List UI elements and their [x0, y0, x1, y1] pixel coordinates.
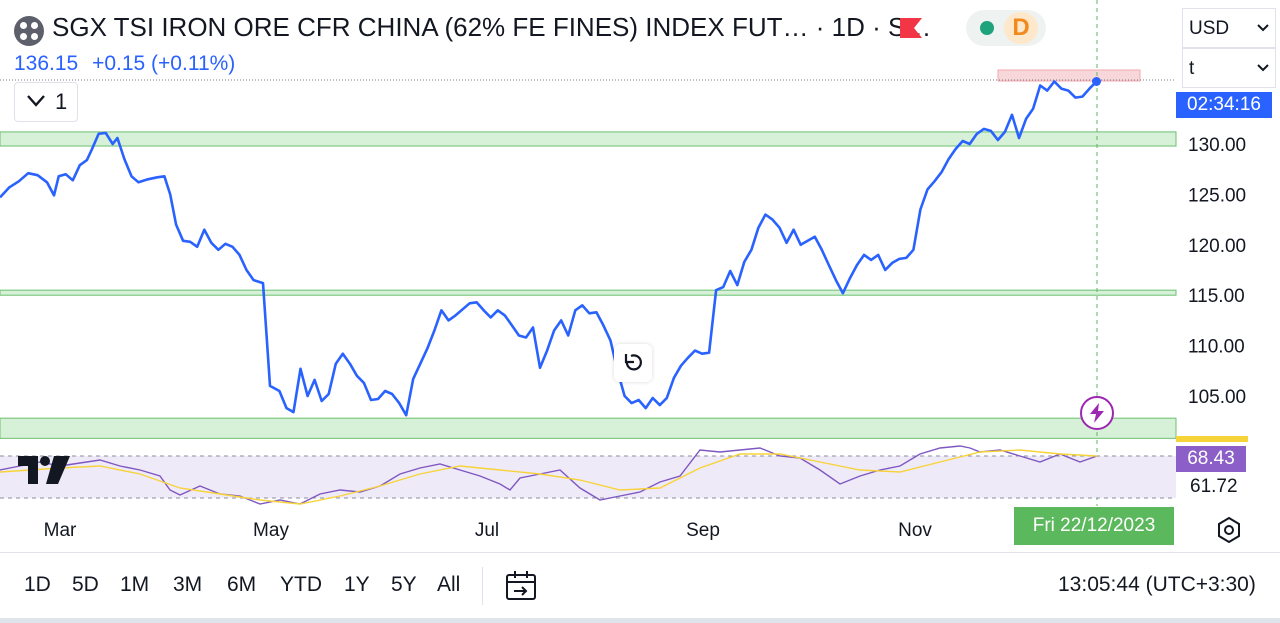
price-zones: [0, 131, 1177, 439]
rsi-ma-line: [0, 449, 1098, 505]
range-button-all[interactable]: All: [437, 573, 461, 596]
settings-icon[interactable]: [1216, 517, 1242, 543]
status-badge: D: [1004, 12, 1038, 44]
last-price: 136.15: [14, 52, 79, 75]
y-tick-label: 105.00: [1188, 387, 1246, 408]
price-line: [0, 80, 1098, 417]
footer-strip: [0, 618, 1280, 623]
market-open-icon: [980, 21, 994, 35]
symbol-logo-icon: [14, 16, 44, 46]
crosshair-date-badge: Fri 22/12/2023: [1014, 507, 1174, 545]
rsi-band: [0, 456, 1176, 498]
y-tick-label: 120.00: [1188, 236, 1246, 257]
lightning-button[interactable]: [1080, 396, 1114, 430]
price-series: [0, 77, 1102, 417]
rsi-value-badge: 68.43: [1176, 446, 1246, 472]
x-tick-label: Jul: [475, 520, 499, 541]
indicators-collapse-button[interactable]: 1: [14, 82, 78, 122]
y-tick-label: 115.00: [1188, 286, 1245, 307]
chevron-down-icon: [1257, 24, 1269, 32]
range-button-3m[interactable]: 3M: [173, 573, 203, 596]
market-status-pill[interactable]: D: [966, 10, 1046, 46]
y-tick-label: 130.00: [1188, 135, 1246, 156]
calendar-icon[interactable]: [504, 569, 538, 603]
support-zone-3: [0, 417, 1177, 439]
range-button-1d[interactable]: 1D: [24, 573, 51, 596]
resistance-zone: [997, 69, 1141, 82]
price-readout: 136.15 +0.15 (+0.11%): [14, 52, 235, 76]
x-tick-label: Sep: [686, 520, 720, 541]
lightning-icon: [1090, 403, 1104, 423]
chevron-down-icon: [1257, 64, 1269, 72]
support-zone-1: [0, 131, 1177, 147]
range-button-1y[interactable]: 1Y: [344, 573, 370, 596]
tradingview-logo-icon[interactable]: [18, 456, 70, 484]
rsi-pane: [0, 436, 1248, 505]
rsi-ma-value: 61.72: [1190, 476, 1238, 497]
indicator-count: 1: [55, 89, 68, 114]
chevron-down-icon: [27, 95, 45, 107]
flag-icon[interactable]: [900, 18, 922, 38]
support-zone-2: [0, 289, 1177, 296]
symbol-title[interactable]: SGX TSI IRON ORE CFR CHINA (62% FE FINES…: [52, 12, 932, 42]
time-axis[interactable]: Mar May Jul Sep Nov: [44, 520, 933, 541]
range-button-6m[interactable]: 6M: [227, 573, 257, 596]
bottom-toolbar: 1D 5D 1M 3M 6M YTD 1Y 5Y All 13:05:44 (UTC+3:30): [0, 552, 1280, 619]
bar-countdown: 02:34:16: [1176, 92, 1272, 118]
session-clock[interactable]: 13:05:44 (UTC+3:30): [1058, 573, 1256, 596]
unit-value: t: [1189, 58, 1195, 79]
reset-chart-button[interactable]: [614, 344, 652, 382]
price-axis[interactable]: 130.00 125.00 120.00 115.00 110.00 105.00: [1188, 135, 1246, 408]
x-tick-label: May: [253, 520, 289, 541]
toolbar-divider: [482, 567, 483, 605]
x-tick-label: Mar: [44, 520, 77, 541]
price-change: +0.15 (+0.11%): [92, 52, 236, 75]
price-chart[interactable]: 130.00 125.00 120.00 115.00 110.00 105.00 Mar…: [0, 0, 1280, 552]
y-tick-label: 125.00: [1188, 185, 1246, 206]
range-button-5d[interactable]: 5D: [72, 573, 99, 596]
last-price-point: [1092, 77, 1102, 87]
currency-select[interactable]: USD: [1182, 8, 1276, 48]
range-button-5y[interactable]: 5Y: [391, 573, 417, 596]
range-button-ytd[interactable]: YTD: [280, 573, 322, 596]
y-tick-label: 110.00: [1188, 337, 1245, 358]
currency-value: USD: [1189, 18, 1230, 39]
rsi-ma-marker: [1176, 436, 1248, 442]
reset-icon: [624, 354, 642, 371]
unit-select[interactable]: t: [1182, 48, 1276, 88]
x-tick-label: Nov: [898, 520, 932, 541]
range-button-1m[interactable]: 1M: [120, 573, 150, 596]
